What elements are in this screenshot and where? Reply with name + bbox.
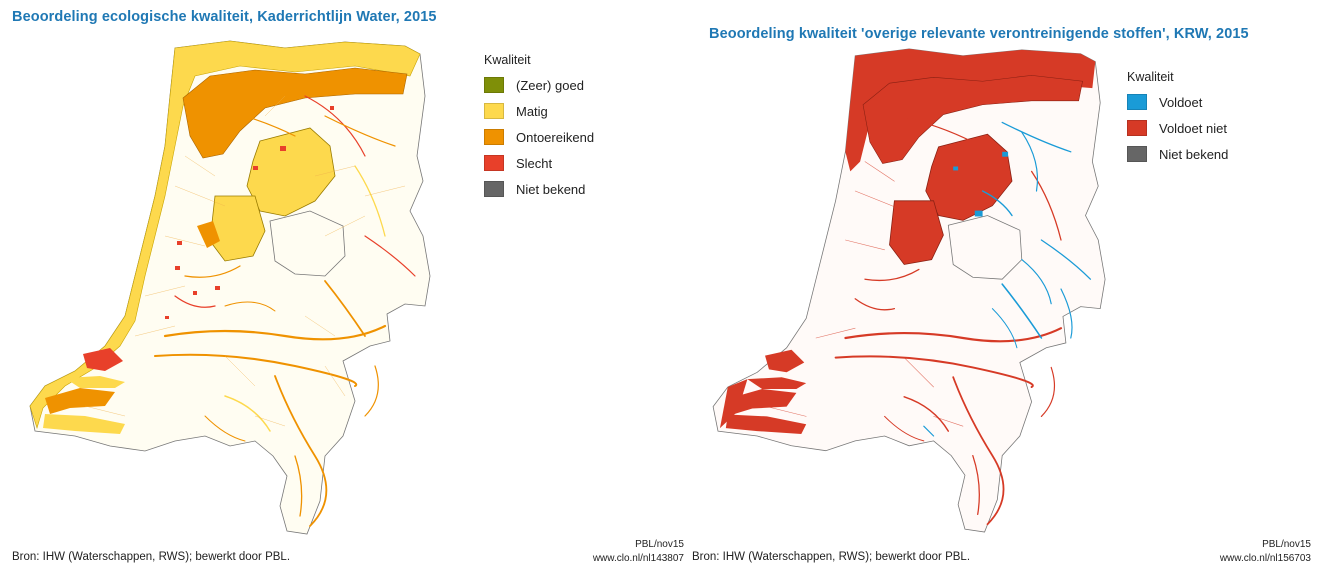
legend-item-niet-bekend: Niet bekend — [1127, 141, 1228, 167]
credit-link[interactable]: www.clo.nl/nl143807 — [592, 553, 684, 564]
legend-item-niet-bekend: Niet bekend — [484, 176, 594, 202]
bad-quality-patches — [165, 106, 334, 319]
legend-item-zeer-goed: (Zeer) goed — [484, 72, 594, 98]
legend-label: Matig — [516, 103, 548, 119]
wadden-sea — [862, 75, 1083, 164]
legend-swatch — [484, 155, 504, 171]
credit-note: PBL/nov15 www.clo.nl/nl143807 — [593, 538, 684, 566]
delta-waters — [719, 349, 807, 435]
legend-swatch — [484, 77, 504, 93]
legend-item-voldoet-niet: Voldoet niet — [1127, 115, 1228, 141]
source-note: Bron: IHW (Waterschappen, RWS); bewerkt … — [692, 551, 971, 563]
coastal-waters — [29, 40, 421, 430]
netherlands-map — [29, 40, 431, 535]
legend-swatch — [1127, 146, 1147, 162]
credit-line-1: PBL/nov15 — [635, 539, 684, 550]
legend-item-matig: Matig — [484, 98, 594, 124]
netherlands-map — [712, 48, 1106, 533]
legend-label: Ontoereikend — [516, 129, 595, 145]
source-note: Bron: IHW (Waterschappen, RWS); bewerkt … — [12, 551, 291, 563]
legend-swatch — [1127, 120, 1147, 136]
map-title: Beoordeling ecologische kwaliteit, Kader… — [12, 9, 437, 25]
legend-item-slecht: Slecht — [484, 150, 594, 176]
small-ditches — [84, 95, 406, 427]
legend-label: (Zeer) goed — [516, 77, 584, 93]
legend-label: Voldoet niet — [1159, 120, 1227, 136]
rivers — [154, 95, 416, 527]
map-legend: Kwaliteit Voldoet Voldoet niet Niet beke… — [1127, 70, 1228, 167]
map-legend: Kwaliteit (Zeer) goed Matig Ontoereikend… — [484, 53, 594, 202]
legend-swatch — [484, 181, 504, 197]
legend-label: Niet bekend — [1159, 146, 1229, 162]
legend-swatch — [484, 103, 504, 119]
legend-item-ontoereikend: Ontoereikend — [484, 124, 594, 150]
ecological-quality-panel: Beoordeling ecologische kwaliteit, Kader… — [12, 9, 684, 566]
blue-rivers — [923, 121, 1092, 437]
legend-label: Slecht — [516, 155, 553, 171]
legend-title: Kwaliteit — [1127, 70, 1174, 84]
red-rivers — [766, 112, 1063, 526]
lakes — [197, 127, 346, 277]
delta-waters — [43, 348, 125, 434]
legend-label: Voldoet — [1159, 94, 1203, 110]
credit-line-1: PBL/nov15 — [1262, 539, 1311, 550]
pollutants-quality-panel: Beoordeling kwaliteit 'overige relevante… — [690, 0, 1321, 570]
map-title: Beoordeling kwaliteit 'overige relevante… — [709, 26, 1249, 42]
legend-title: Kwaliteit — [484, 53, 531, 67]
legend-swatch — [1127, 94, 1147, 110]
credit-link[interactable]: www.clo.nl/nl156703 — [1219, 553, 1311, 564]
legend-item-voldoet: Voldoet — [1127, 89, 1228, 115]
wadden-sea — [182, 67, 408, 159]
legend-label: Niet bekend — [516, 181, 586, 197]
legend-swatch — [484, 129, 504, 145]
credit-note: PBL/nov15 www.clo.nl/nl156703 — [1220, 538, 1311, 566]
blue-lakes — [953, 151, 1009, 217]
